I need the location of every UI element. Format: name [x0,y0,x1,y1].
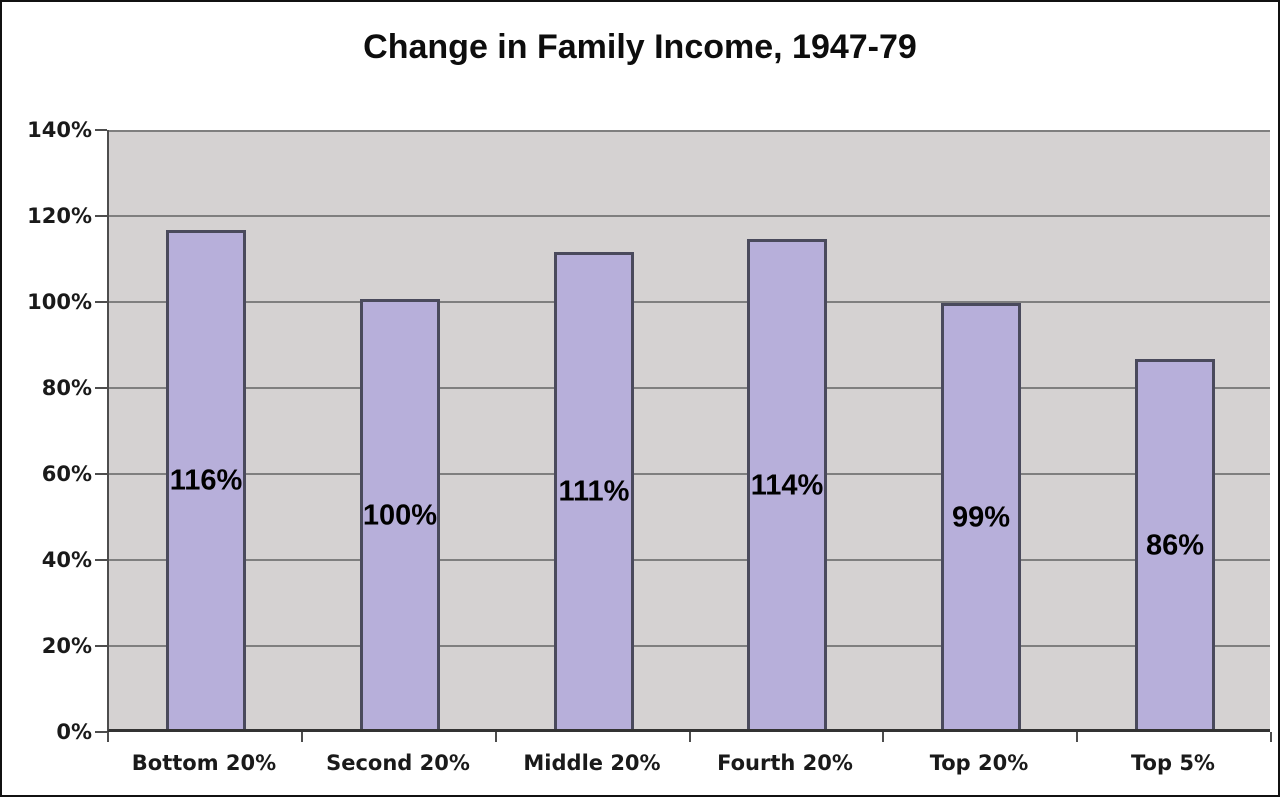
y-axis-tick-mark [95,387,107,389]
y-axis-tick-mark [95,215,107,217]
bar-fourth-20-: 114% [747,239,827,729]
y-axis-tick-label: 80% [41,376,92,400]
bar-top-5-: 86% [1135,359,1215,729]
x-axis-tick-mark [107,732,109,742]
y-axis-tick-label: 0% [56,720,92,744]
x-axis-category-label: Second 20% [326,751,470,775]
y-axis-tick-mark [95,731,107,733]
chart-title: Change in Family Income, 1947-79 [363,28,917,66]
gridline [109,387,1270,389]
y-axis-tick-mark [95,473,107,475]
bar-value-label: 114% [750,469,824,501]
bar-value-label: 100% [362,499,438,531]
bar-second-20-: 100% [360,299,440,729]
y-axis-tick-label: 120% [27,204,92,228]
y-axis-tick-label: 100% [27,290,92,314]
x-axis-tick-mark [1270,732,1272,742]
gridline [109,645,1270,647]
y-axis-tick-label: 60% [41,462,92,486]
bar-value-label: 111% [558,475,630,508]
y-axis-tick-label: 140% [27,118,92,142]
x-axis-category-label: Top 5% [1131,751,1215,775]
x-axis-tick-mark [689,732,691,742]
x-axis-category-label: Fourth 20% [717,751,853,775]
y-axis-tick-mark [95,129,107,131]
bar-middle-20-: 111% [554,252,634,729]
bar-value-label: 86% [1145,529,1205,561]
x-axis-tick-mark [301,732,303,742]
y-axis-tick-mark [95,301,107,303]
bar-bottom-20-: 116% [166,230,246,729]
y-axis-tick-mark [95,645,107,647]
gridline [109,559,1270,561]
y-axis-tick-label: 40% [41,548,92,572]
bar-value-label: 99% [951,501,1011,533]
x-axis-category-label: Middle 20% [523,751,661,775]
gridline [109,301,1270,303]
x-axis-category-label: Top 20% [929,751,1029,775]
y-axis-tick-mark [95,559,107,561]
plot-area: 116% 100% 111% 114% 99% 86% [107,130,1270,732]
gridline [109,130,1270,132]
x-axis-tick-mark [495,732,497,742]
y-axis-tick-label: 20% [41,634,92,658]
x-axis-tick-mark [1076,732,1078,742]
bar-top-20-: 99% [941,303,1021,729]
x-axis-category-label: Bottom 20% [131,751,277,775]
bar-value-label: 116% [169,464,243,497]
x-axis-tick-mark [882,732,884,742]
gridline [109,473,1270,475]
gridline [109,215,1270,217]
